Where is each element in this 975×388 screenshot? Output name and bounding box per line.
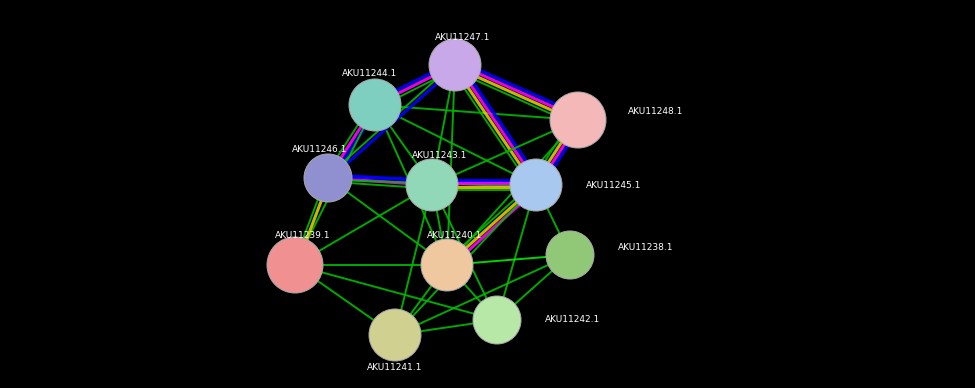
Text: AKU11242.1: AKU11242.1: [545, 315, 601, 324]
Text: AKU11248.1: AKU11248.1: [628, 107, 683, 116]
Circle shape: [421, 239, 473, 291]
Circle shape: [267, 237, 323, 293]
Circle shape: [473, 296, 521, 344]
Text: AKU11240.1: AKU11240.1: [427, 230, 483, 239]
Circle shape: [406, 159, 458, 211]
Circle shape: [510, 159, 562, 211]
Circle shape: [349, 79, 401, 131]
Circle shape: [550, 92, 606, 148]
Text: AKU11238.1: AKU11238.1: [618, 242, 674, 251]
Text: AKU11244.1: AKU11244.1: [342, 69, 398, 78]
Text: AKU11243.1: AKU11243.1: [412, 151, 468, 159]
Text: AKU11245.1: AKU11245.1: [586, 180, 642, 189]
Text: AKU11246.1: AKU11246.1: [292, 146, 348, 154]
Circle shape: [429, 39, 481, 91]
Text: AKU11241.1: AKU11241.1: [368, 362, 423, 371]
Circle shape: [369, 309, 421, 361]
Text: AKU11239.1: AKU11239.1: [275, 230, 331, 239]
Circle shape: [304, 154, 352, 202]
Circle shape: [546, 231, 594, 279]
Text: AKU11247.1: AKU11247.1: [435, 33, 490, 42]
